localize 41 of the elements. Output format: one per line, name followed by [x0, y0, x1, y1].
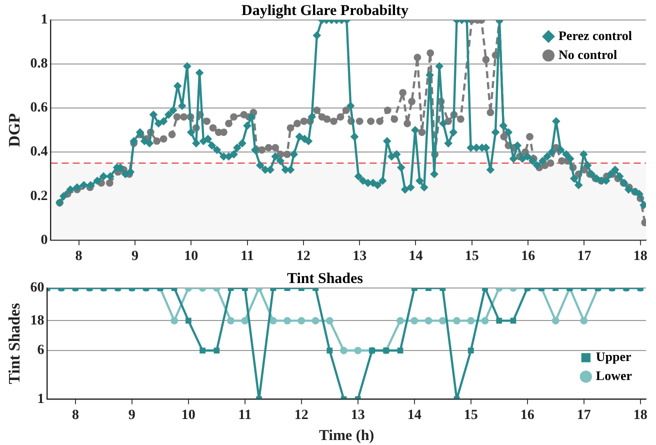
x-tick-label: 11 [238, 408, 252, 424]
chart-title: Daylight Glare Probabilty [242, 2, 409, 19]
x-tick-label: 10 [184, 249, 198, 264]
x-axis-title: Time (h) [319, 428, 374, 444]
y-tick-label: 0.8 [30, 56, 48, 72]
x-tick-label: 16 [521, 249, 536, 264]
x-tick-label: 12 [294, 408, 308, 424]
x-tick-label: 8 [75, 249, 82, 264]
y-tick-label: 18 [30, 313, 44, 328]
x-tick-label: 13 [352, 249, 367, 264]
x-tick-label: 11 [240, 249, 254, 264]
x-tick-label: 12 [296, 249, 310, 264]
y-axis-title: DGP [6, 112, 24, 147]
legend-label: Lower [596, 368, 632, 384]
x-tick-label: 14 [407, 408, 422, 424]
y-tick-label: 0.4 [30, 144, 48, 160]
x-tick-label: 15 [464, 249, 479, 264]
x-tick-label: 15 [464, 408, 478, 424]
y-tick-label: 6 [37, 343, 44, 358]
x-tick-label: 16 [520, 408, 534, 424]
x-tick-label: 18 [633, 249, 648, 264]
x-tick-label: 17 [577, 249, 592, 264]
y-tick-label: 60 [30, 280, 44, 296]
legend-label: Upper [596, 349, 632, 364]
legend-label: Perez control [558, 28, 632, 43]
y-tick-label: 1 [40, 12, 48, 28]
x-tick-label: 9 [128, 408, 136, 424]
y-tick-label: 1 [37, 392, 44, 407]
x-tick-label: 8 [72, 408, 79, 424]
y-axis-title: Tint Shades [6, 303, 24, 384]
y-tick-label: 0.6 [30, 100, 48, 116]
x-tick-label: 13 [350, 408, 365, 424]
y-tick-label: 0 [40, 232, 48, 248]
x-tick-label: 10 [181, 408, 196, 424]
x-tick-label: 14 [408, 249, 423, 264]
y-tick-label: 0.2 [30, 188, 48, 204]
legend-label: No control [558, 46, 618, 62]
x-tick-label: 18 [633, 408, 648, 424]
x-tick-label: 17 [576, 408, 591, 424]
chart-title: Tint Shades [286, 270, 364, 287]
x-tick-label: 9 [131, 249, 138, 264]
